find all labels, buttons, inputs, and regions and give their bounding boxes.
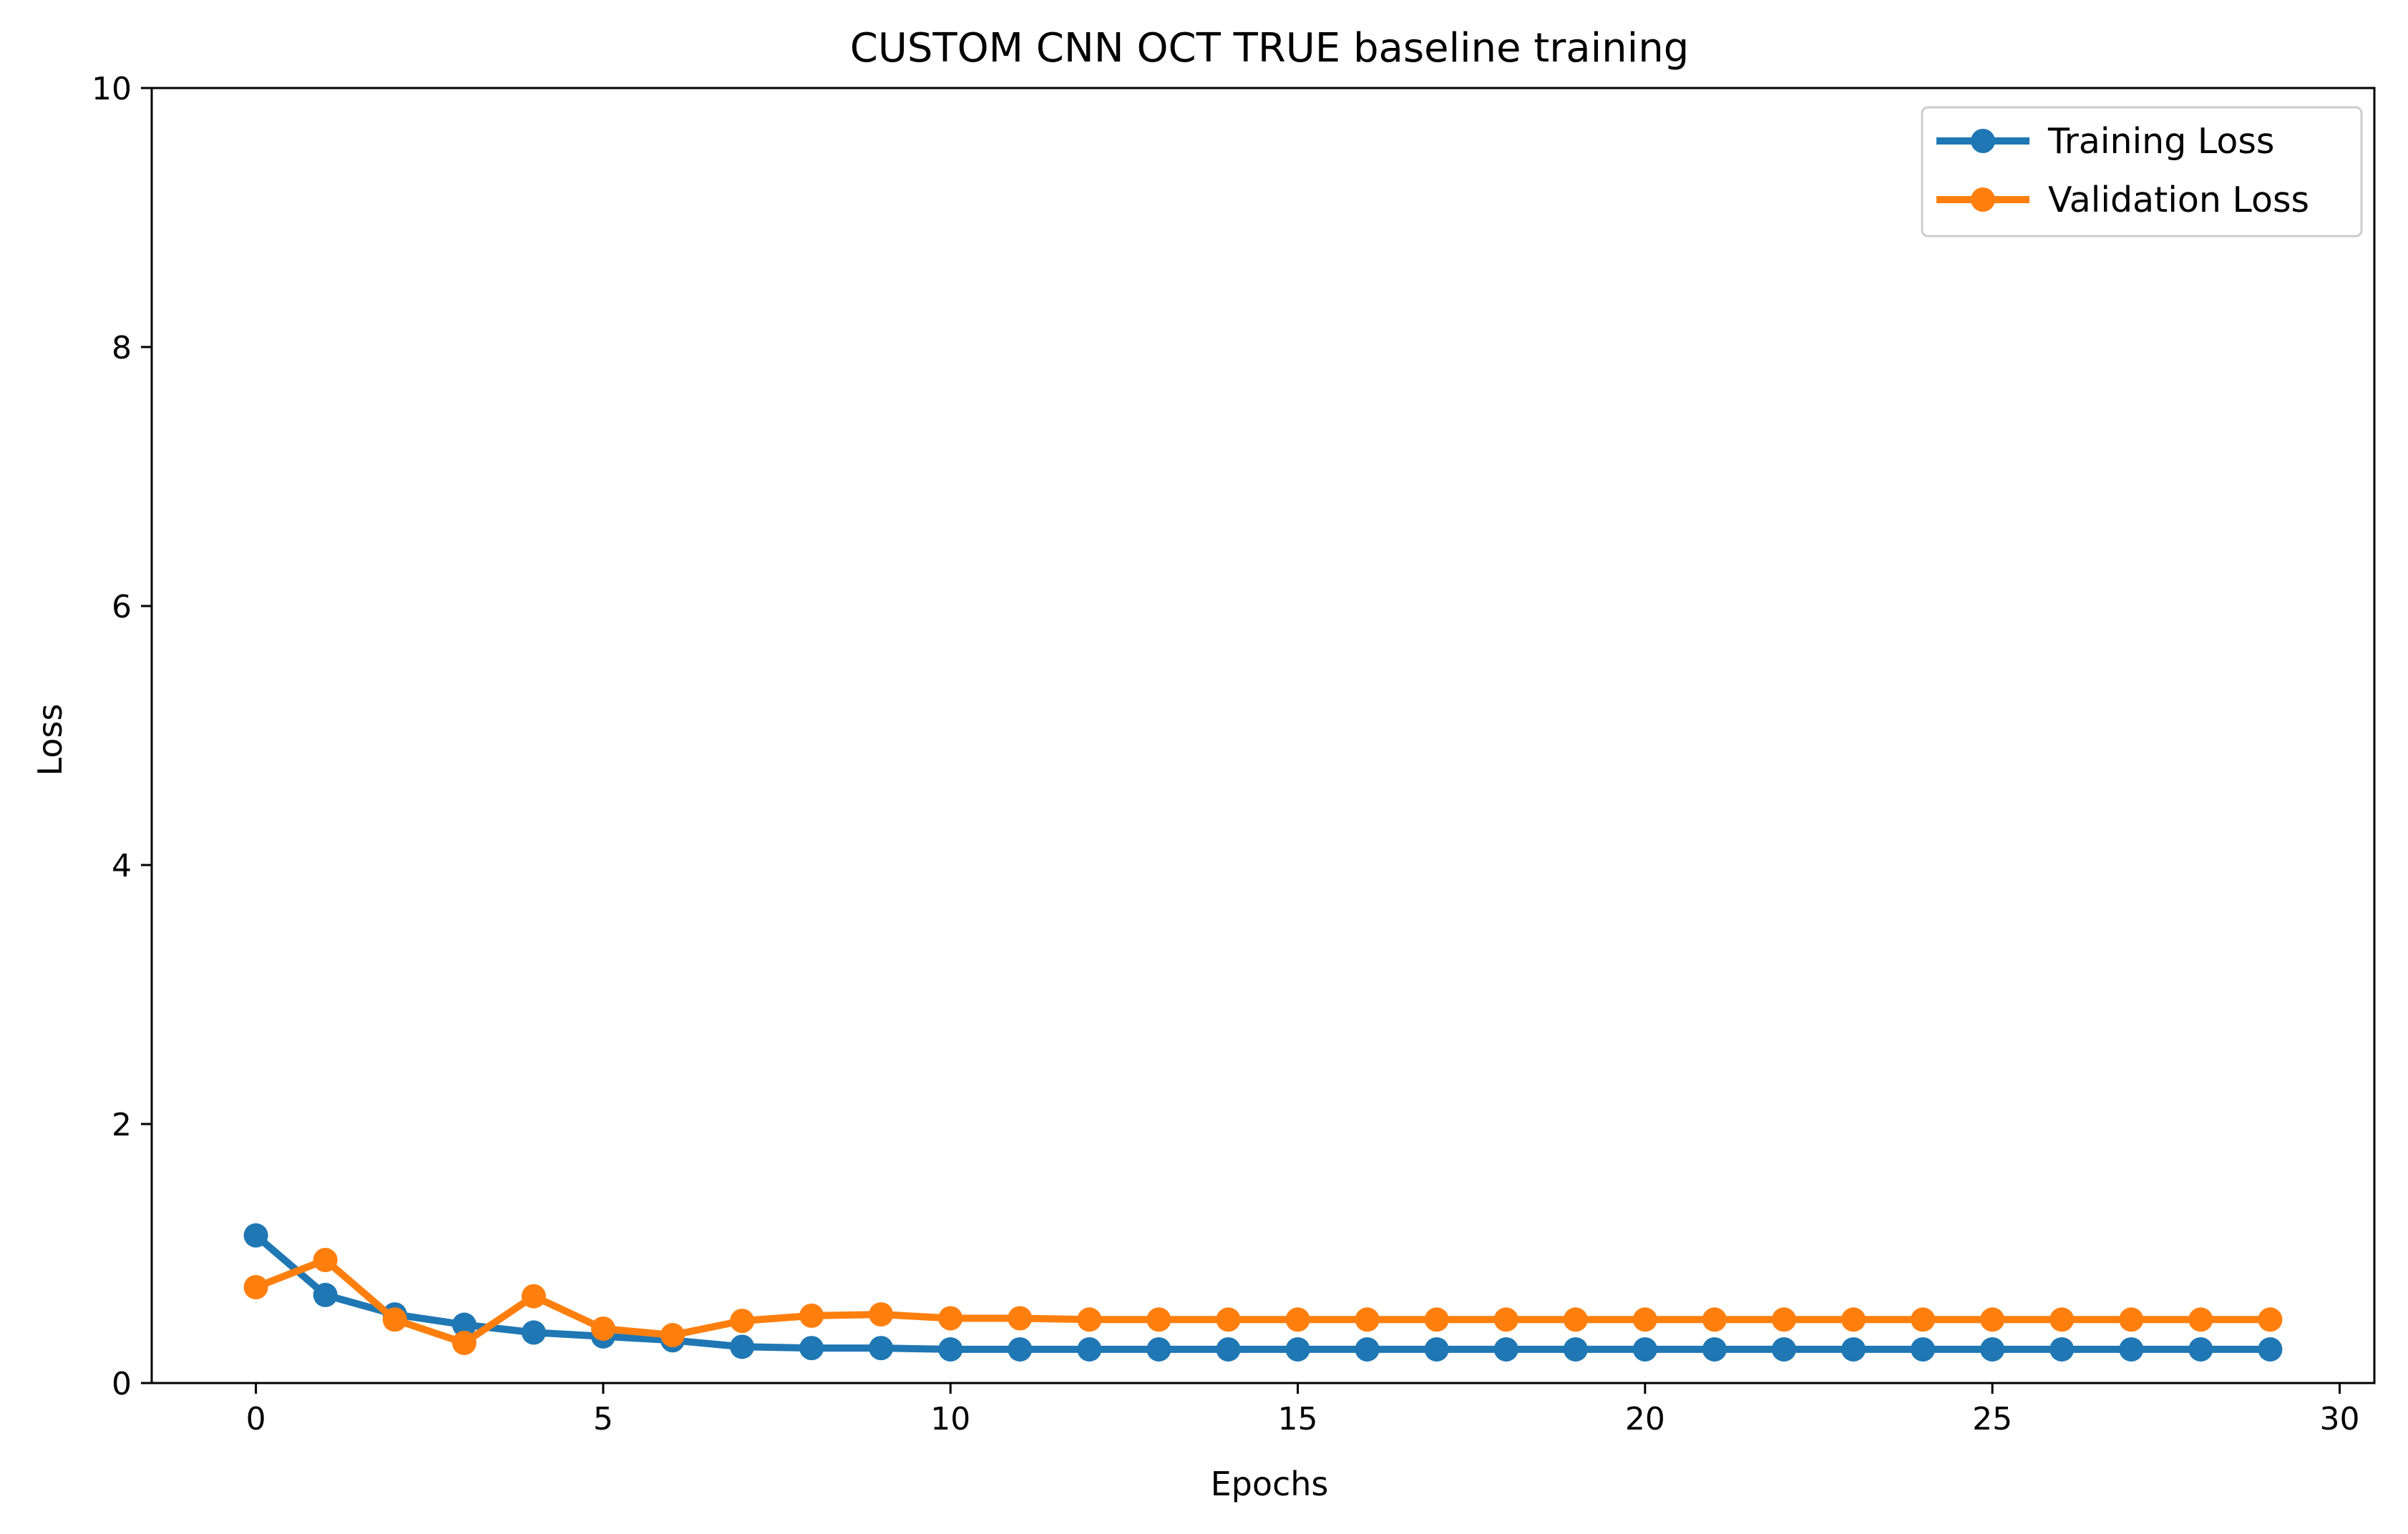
data-point xyxy=(2119,1307,2144,1332)
legend-box xyxy=(1921,106,2363,238)
data-point xyxy=(243,1275,268,1300)
data-point xyxy=(869,1302,894,1327)
data-point xyxy=(660,1323,685,1348)
data-point xyxy=(1702,1337,1727,1362)
data-point xyxy=(799,1303,824,1328)
data-point xyxy=(1424,1337,1449,1362)
data-point xyxy=(1493,1307,1519,1332)
legend-marker xyxy=(1971,129,1995,153)
y-tick-label: 8 xyxy=(112,330,132,366)
legend-label: Training Loss xyxy=(2047,121,2274,162)
x-axis: 0 5 10 15 20 25 30 xyxy=(246,1383,2359,1437)
data-point xyxy=(590,1316,615,1341)
data-point xyxy=(1216,1337,1241,1362)
data-point xyxy=(1771,1337,1796,1362)
legend-marker xyxy=(1971,187,1995,212)
data-point xyxy=(2119,1337,2144,1362)
plot-area: 0 5 10 15 20 25 30 0 2 4 6 8 10 xyxy=(92,71,2376,1437)
series-validation-loss xyxy=(243,1248,2283,1355)
data-point xyxy=(243,1223,268,1248)
x-tick-label: 30 xyxy=(2319,1401,2359,1437)
data-point xyxy=(1285,1307,1310,1332)
plot-frame xyxy=(150,87,2376,1384)
y-axis-label: Loss xyxy=(31,704,69,776)
data-point xyxy=(2049,1337,2075,1362)
legend-entry: Training Loss xyxy=(1936,121,2274,162)
data-point xyxy=(1980,1337,2005,1362)
series-layer xyxy=(243,1223,2283,1362)
y-tick-label: 4 xyxy=(112,848,132,884)
data-point xyxy=(1771,1307,1796,1332)
data-point xyxy=(2258,1307,2283,1332)
data-point xyxy=(869,1336,894,1361)
data-point xyxy=(313,1282,338,1307)
data-point xyxy=(1563,1307,1588,1332)
data-point xyxy=(1841,1307,1866,1332)
data-point xyxy=(1355,1337,1380,1362)
data-point xyxy=(938,1306,963,1331)
y-tick-label: 0 xyxy=(112,1366,132,1402)
x-tick-label: 15 xyxy=(1278,1401,1318,1437)
data-point xyxy=(1632,1307,1657,1332)
data-point xyxy=(1911,1307,1936,1332)
y-tick-label: 6 xyxy=(112,589,132,625)
data-point xyxy=(452,1312,477,1337)
chart-title: CUSTOM CNN OCT TRUE baseline training xyxy=(850,25,1690,72)
data-point xyxy=(1008,1337,1033,1362)
data-point xyxy=(1008,1306,1033,1331)
data-point xyxy=(2258,1337,2283,1362)
x-tick-label: 5 xyxy=(593,1401,613,1437)
data-point xyxy=(452,1330,477,1355)
data-point xyxy=(1077,1307,1102,1332)
data-point xyxy=(730,1334,755,1359)
data-point xyxy=(2049,1307,2075,1332)
data-point xyxy=(1355,1307,1380,1332)
data-point xyxy=(521,1284,546,1309)
data-point xyxy=(730,1309,755,1334)
data-point xyxy=(1632,1337,1657,1362)
data-point xyxy=(1980,1307,2005,1332)
x-tick-label: 10 xyxy=(930,1401,970,1437)
x-tick-label: 20 xyxy=(1625,1401,1665,1437)
data-point xyxy=(1146,1337,1171,1362)
legend: Training Loss Validation Loss xyxy=(1921,106,2363,238)
y-tick-label: 10 xyxy=(92,71,132,107)
data-point xyxy=(313,1248,338,1273)
y-axis: 0 2 4 6 8 10 xyxy=(92,71,152,1402)
data-point xyxy=(1841,1337,1866,1362)
data-point xyxy=(2188,1307,2213,1332)
data-point xyxy=(2188,1337,2213,1362)
data-point xyxy=(938,1337,963,1362)
data-point xyxy=(1285,1337,1310,1362)
data-point xyxy=(382,1307,407,1332)
data-point xyxy=(1077,1337,1102,1362)
x-tick-label: 0 xyxy=(246,1401,266,1437)
data-point xyxy=(1563,1337,1588,1362)
data-point xyxy=(521,1320,546,1345)
legend-label: Validation Loss xyxy=(2048,180,2309,220)
x-axis-label: Epochs xyxy=(1211,1465,1329,1503)
data-point xyxy=(1146,1307,1171,1332)
data-point xyxy=(1493,1337,1519,1362)
legend-entry: Validation Loss xyxy=(1936,180,2309,220)
x-tick-label: 25 xyxy=(1972,1401,2012,1437)
y-tick-label: 2 xyxy=(112,1107,132,1143)
data-point xyxy=(799,1336,824,1361)
series-training-loss xyxy=(243,1223,2283,1362)
data-point xyxy=(1424,1307,1449,1332)
data-point xyxy=(1702,1307,1727,1332)
data-point xyxy=(1911,1337,1936,1362)
data-point xyxy=(1216,1307,1241,1332)
